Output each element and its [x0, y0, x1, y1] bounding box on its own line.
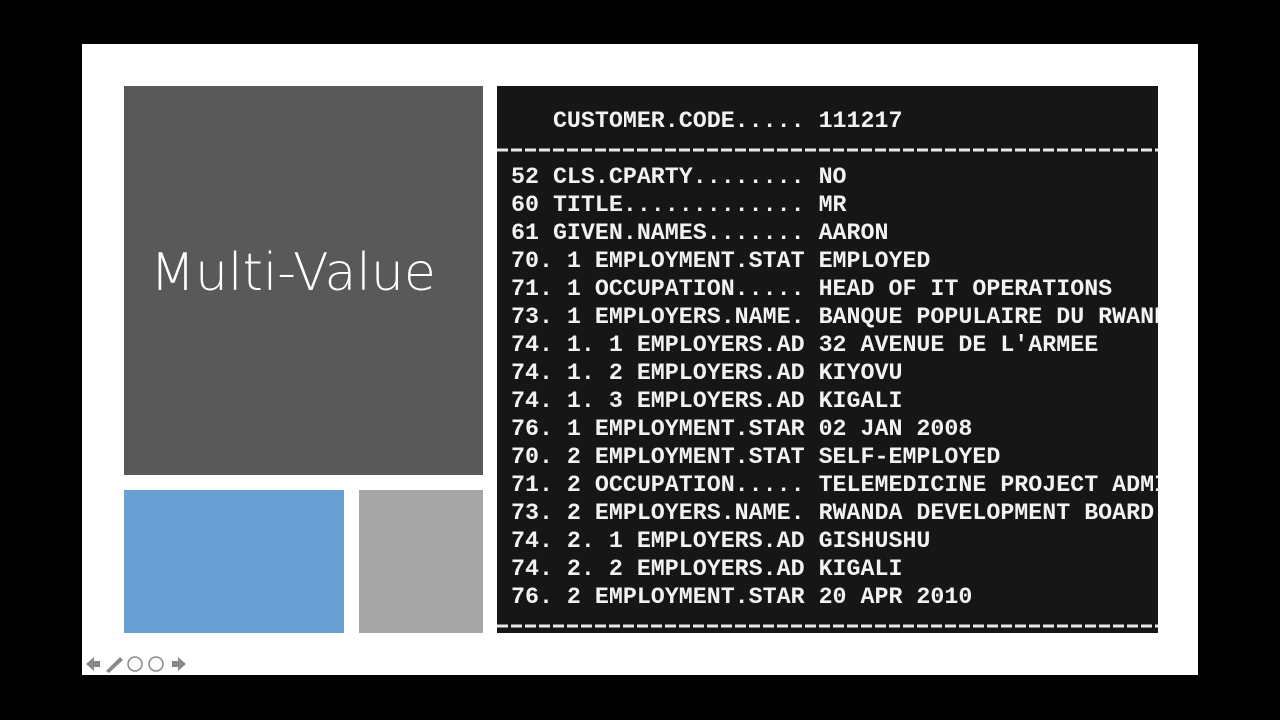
- terminal-row: 61 GIVEN.NAMES....... AARON: [511, 220, 889, 246]
- terminal-row: 74. 1. 2 EMPLOYERS.AD KIYOVU: [511, 360, 903, 386]
- terminal-row: 76. 2 EMPLOYMENT.STAR 20 APR 2010: [511, 584, 973, 610]
- terminal-row: 71. 2 OCCUPATION..... TELEMEDICINE PROJE…: [511, 472, 1158, 498]
- terminal-row: 74. 2. 2 EMPLOYERS.AD KIGALI: [511, 556, 903, 582]
- title-box: [124, 86, 483, 475]
- pen-button[interactable]: [106, 657, 123, 673]
- terminal-row: 60 TITLE............. MR: [511, 192, 847, 218]
- terminal: CUSTOMER.CODE..... 111217 52 CLS.CPARTY.…: [497, 86, 1158, 633]
- slide-title: Multi-Value: [150, 242, 436, 303]
- separators: [497, 148, 1158, 628]
- terminal-row: 73. 1 EMPLOYERS.NAME. BANQUE POPULAIRE D…: [511, 304, 1158, 330]
- terminal-rows: 52 CLS.CPARTY........ NO 60 TITLE........…: [497, 163, 1158, 611]
- terminal-header: CUSTOMER.CODE..... 111217: [511, 108, 903, 134]
- terminal-row: 70. 2 EMPLOYMENT.STAT SELF-EMPLOYED: [511, 444, 1001, 470]
- terminal-row: 74. 2. 1 EMPLOYERS.AD GISHUSHU: [511, 528, 931, 554]
- terminal-row: 74. 1. 1 EMPLOYERS.AD 32 AVENUE DE L'ARM…: [511, 332, 1099, 358]
- more-button[interactable]: [148, 656, 164, 672]
- terminal-row: 52 CLS.CPARTY........ NO: [511, 164, 847, 190]
- terminal-row: 73. 2 EMPLOYERS.NAME. RWANDA DEVELOPMENT…: [511, 500, 1155, 526]
- terminal-row: 70. 1 EMPLOYMENT.STAT EMPLOYED: [511, 248, 931, 274]
- terminal-row: 76. 1 EMPLOYMENT.STAR 02 JAN 2008: [511, 416, 973, 442]
- next-button[interactable]: [172, 657, 186, 671]
- terminal-row: 71. 1 OCCUPATION..... HEAD OF IT OPERATI…: [511, 276, 1113, 302]
- terminal-row: 74. 1. 3 EMPLOYERS.AD KIGALI: [511, 388, 903, 414]
- view-button[interactable]: [127, 656, 143, 672]
- grey-box: [359, 490, 483, 633]
- prev-button[interactable]: [86, 657, 100, 671]
- slide-controls: [86, 656, 186, 673]
- blue-box: [124, 490, 344, 633]
